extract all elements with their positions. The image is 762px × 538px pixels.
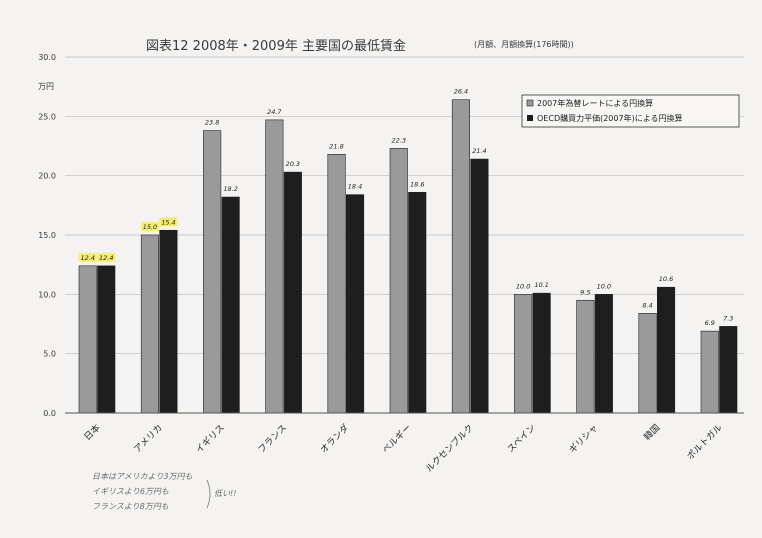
label-highlight: [159, 217, 178, 227]
value-label: 18.2: [223, 185, 237, 193]
bar-ppp: [532, 292, 551, 414]
value-labels: 12.4 12.4 15.0 15.4 23.8 18.2 24.7 20.3 21.8 18.4…: [78, 88, 733, 327]
chart-subtitle: (月額、月額換算(176時間)): [474, 39, 574, 49]
value-label: 15.4: [161, 218, 175, 226]
handwritten-line-2: イギリスより6万円も: [92, 487, 169, 496]
bar-ppp: [159, 229, 178, 414]
legend-box: [521, 94, 740, 128]
value-label: 21.8: [329, 142, 343, 150]
handwritten-line-3: フランスより8万円も: [92, 502, 169, 511]
legend: 2007年為替レートによる円換算 OECD購買力平価(2007年)による円換算: [521, 94, 740, 128]
value-label: 22.3: [392, 136, 406, 144]
value-label: 26.4: [454, 88, 468, 96]
y-tick-label: 30.0: [38, 53, 56, 62]
legend-label-series-1: 2007年為替レートによる円換算: [537, 98, 653, 108]
handwritten-note: 日本はアメリカより3万円も イギリスより6万円も フランスより8万円も 低い!!: [92, 472, 236, 511]
value-label: 10.0: [516, 282, 530, 290]
bar-ppp: [97, 265, 116, 414]
label-highlight: [78, 252, 97, 262]
bar-ppp: [221, 196, 240, 414]
bar-exchange-rate: [389, 148, 408, 414]
bar-exchange-rate: [451, 99, 471, 414]
value-label: 10.1: [534, 281, 548, 289]
bar-exchange-rate: [203, 130, 222, 414]
legend-swatch-series-2: [527, 115, 533, 121]
y-tick-label: 0.0: [43, 409, 56, 418]
legend-swatch-series-1: [526, 99, 534, 107]
bar-exchange-rate: [514, 294, 533, 414]
bar-exchange-rate: [78, 265, 97, 414]
value-label: 7.3: [723, 314, 733, 322]
y-tick-label: 15.0: [38, 231, 56, 240]
value-label: 12.4: [81, 254, 95, 262]
bar-exchange-rate: [700, 330, 719, 414]
bar-exchange-rate: [638, 313, 657, 414]
value-label: 23.8: [205, 119, 219, 127]
bar-exchange-rate: [140, 234, 159, 414]
value-label: 12.4: [99, 254, 113, 262]
y-tick-label: 5.0: [43, 350, 56, 359]
value-label: 9.5: [580, 288, 590, 296]
bar-ppp: [345, 194, 365, 414]
value-label: 20.3: [286, 160, 300, 168]
value-label: 10.6: [659, 275, 673, 283]
y-tick-label: 25.0: [38, 112, 56, 121]
bar-ppp: [656, 286, 676, 414]
y-axis-ticks: 0.0 5.0 10.0 15.0 20.0 25.0 30.0: [38, 53, 56, 418]
value-label: 8.4: [642, 301, 652, 309]
y-axis-unit: 万円: [38, 82, 54, 91]
bar-series: [78, 99, 738, 414]
value-label: 18.4: [348, 183, 362, 191]
value-label: 21.4: [472, 147, 486, 155]
value-label: 24.7: [267, 108, 282, 116]
bar-ppp: [719, 326, 738, 414]
y-tick-label: 10.0: [38, 290, 56, 299]
chart-title: 図表12 2008年・2009年 主要国の最低賃金: [146, 38, 406, 54]
bar-ppp: [470, 158, 489, 414]
bar-ppp: [594, 294, 613, 414]
bar-exchange-rate: [265, 119, 284, 414]
bar-ppp: [283, 171, 302, 414]
y-tick-label: 20.0: [38, 172, 56, 181]
legend-label-series-2: OECD購買力平価(2007年)による円換算: [537, 113, 682, 123]
handwritten-line-1: 日本はアメリカより3万円も: [92, 472, 193, 481]
label-highlight: [97, 252, 116, 262]
value-label: 6.9: [705, 319, 715, 327]
bar-ppp: [408, 191, 427, 414]
handwritten-side-note: 低い!!: [214, 489, 236, 498]
bar-exchange-rate: [576, 299, 595, 414]
handwritten-bracket: [206, 479, 211, 509]
bar-exchange-rate: [327, 154, 346, 414]
value-label: 15.0: [143, 223, 157, 231]
value-label: 10.0: [597, 282, 611, 290]
label-highlight: [140, 222, 159, 231]
value-label: 18.6: [410, 180, 424, 188]
